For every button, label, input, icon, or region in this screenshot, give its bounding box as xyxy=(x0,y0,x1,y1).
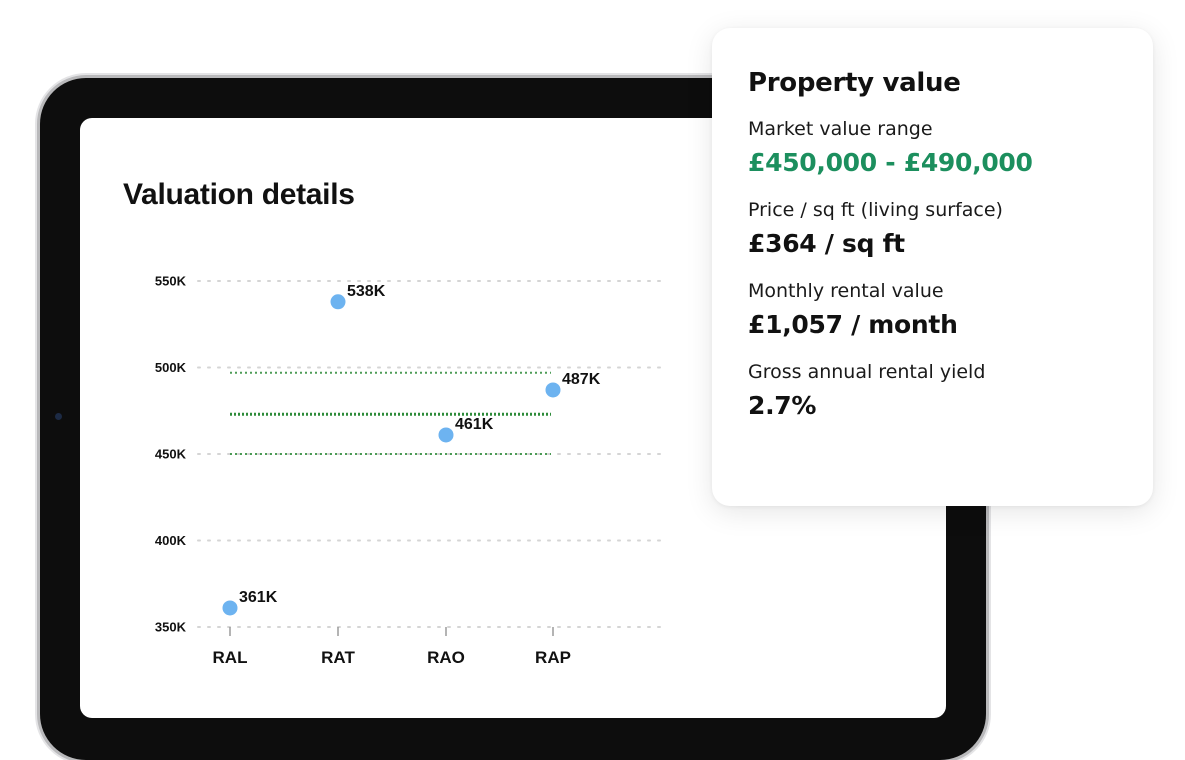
metric-label: Price / sq ft (living surface) xyxy=(748,199,1003,221)
data-label: 538K xyxy=(347,283,386,300)
metric-label: Market value range xyxy=(748,118,933,140)
data-label: 361K xyxy=(239,589,278,606)
chart-title: Valuation details xyxy=(123,178,355,211)
camera-icon xyxy=(55,413,62,420)
x-tick-label: RAP xyxy=(535,648,571,667)
data-point xyxy=(545,382,561,398)
card-title: Property value xyxy=(748,68,961,98)
data-label: 461K xyxy=(455,416,494,433)
metric-label: Gross annual rental yield xyxy=(748,361,986,383)
y-tick-label: 400K xyxy=(155,533,187,548)
metric-value: 2.7% xyxy=(748,391,817,420)
side-button xyxy=(37,125,41,187)
metric-value: £450,000 - £490,000 xyxy=(748,148,1033,177)
metric-label: Monthly rental value xyxy=(748,280,944,302)
data-point xyxy=(222,600,238,616)
metric-market-value-range: Market value range £450,000 - £490,000 xyxy=(748,118,1153,177)
volume-button-top-1 xyxy=(113,74,153,78)
metric-rental-yield: Gross annual rental yield 2.7% xyxy=(748,361,1153,420)
y-tick-label: 550K xyxy=(155,273,187,288)
data-label: 487K xyxy=(562,371,601,388)
property-value-card: Property value Market value range £450,0… xyxy=(712,28,1153,506)
metric-value: £1,057 / month xyxy=(748,310,958,339)
x-tick-label: RAL xyxy=(213,648,248,667)
data-point xyxy=(330,294,346,310)
x-tick-label: RAO xyxy=(427,648,465,667)
y-tick-label: 500K xyxy=(155,360,187,375)
data-point xyxy=(438,427,454,443)
metric-value: £364 / sq ft xyxy=(748,229,905,258)
x-tick-label: RAT xyxy=(321,648,355,667)
metric-price-per-sqft: Price / sq ft (living surface) £364 / sq… xyxy=(748,199,1153,258)
volume-button-top-2 xyxy=(162,74,200,78)
y-tick-label: 450K xyxy=(155,446,187,461)
y-tick-label: 350K xyxy=(155,619,187,634)
metric-monthly-rental: Monthly rental value £1,057 / month xyxy=(748,280,1153,339)
valuation-chart: 350K 400K 450K 500K 550K RAL RAT RAO RAP 361K 538K… xyxy=(155,273,661,667)
